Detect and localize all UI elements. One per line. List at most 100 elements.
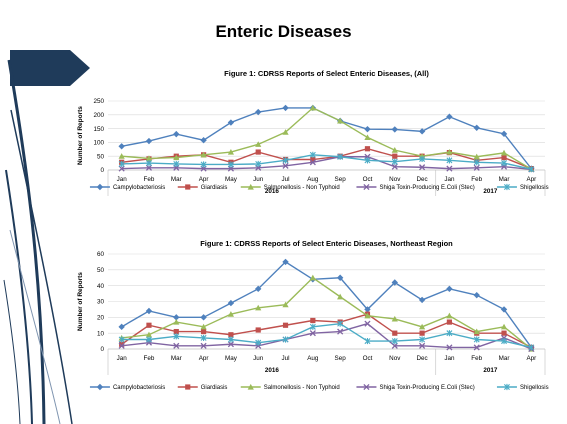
legend-marker xyxy=(96,383,104,391)
data-point xyxy=(446,319,453,325)
legend-entry: Shiga Toxin-Producing E.Coli (Stec) xyxy=(379,385,474,391)
data-point xyxy=(391,163,398,170)
data-point xyxy=(364,312,371,319)
x-tick-label: Apr xyxy=(526,355,536,362)
data-point xyxy=(418,128,426,135)
x-tick-label: Jan xyxy=(444,176,455,183)
data-point xyxy=(309,104,316,111)
data-point xyxy=(145,155,153,162)
data-point xyxy=(500,323,508,330)
data-point xyxy=(118,153,125,159)
data-point xyxy=(282,322,289,328)
data-point xyxy=(310,156,316,163)
data-point xyxy=(419,155,426,163)
series-line xyxy=(121,276,532,350)
y-tick-label: 40 xyxy=(97,283,105,290)
data-point xyxy=(200,323,207,330)
legend-marker xyxy=(247,183,254,190)
chart-northeast-region: Figure 1: CDRSS Reports of Select Enteri… xyxy=(77,240,549,391)
data-point xyxy=(501,330,507,336)
data-point xyxy=(282,129,289,135)
legend-entry: Shigellosis xyxy=(520,385,549,391)
year-label: 2017 xyxy=(483,367,498,374)
series-line xyxy=(121,322,532,350)
data-point xyxy=(391,342,398,349)
data-point xyxy=(309,330,316,337)
data-point xyxy=(473,124,480,131)
data-point xyxy=(391,147,398,153)
x-tick-label: Jan xyxy=(444,355,455,362)
series-line xyxy=(121,261,532,348)
legend-entry: Shigellosis xyxy=(520,185,549,191)
data-point xyxy=(145,307,153,315)
x-tick-label: Feb xyxy=(471,355,482,362)
data-point xyxy=(501,154,507,161)
data-point xyxy=(418,296,426,304)
y-axis-label: Number of Reports xyxy=(77,272,84,331)
data-point xyxy=(473,291,480,299)
data-point xyxy=(473,164,480,171)
data-point xyxy=(473,336,480,343)
data-point xyxy=(391,279,398,286)
x-tick-label: Sep xyxy=(335,176,347,183)
x-tick-label: May xyxy=(225,355,238,362)
data-point xyxy=(364,134,371,141)
data-point xyxy=(419,342,426,349)
x-tick-label: May xyxy=(225,176,238,183)
x-tick-label: Jan xyxy=(117,176,128,183)
data-point xyxy=(255,149,261,155)
x-tick-label: Jun xyxy=(253,355,264,362)
data-point xyxy=(227,336,234,343)
data-point xyxy=(337,293,344,300)
data-point xyxy=(282,104,289,112)
data-point xyxy=(446,285,453,293)
data-point xyxy=(391,158,398,165)
data-point xyxy=(173,154,180,161)
decorative-curve-4 xyxy=(9,229,61,424)
y-tick-label: 60 xyxy=(97,251,105,258)
legend-entry: Giardiasis xyxy=(201,385,228,391)
data-point xyxy=(255,304,262,311)
data-point xyxy=(200,334,207,342)
data-point xyxy=(446,148,453,155)
y-axis-label: Number of Reports xyxy=(77,106,84,165)
data-point xyxy=(227,299,235,307)
data-point xyxy=(227,311,235,317)
data-point xyxy=(118,165,125,172)
legend-marker xyxy=(503,383,510,391)
x-tick-label: Dec xyxy=(416,176,427,183)
legend-entry: Salmonellosis - Non Typhoid xyxy=(264,185,340,191)
data-point xyxy=(446,312,453,319)
data-point xyxy=(336,274,344,281)
data-point xyxy=(119,341,125,347)
data-point xyxy=(337,153,344,160)
data-point xyxy=(309,159,316,166)
data-point xyxy=(309,151,316,158)
legend-marker xyxy=(503,183,510,191)
y-tick-label: 250 xyxy=(93,98,104,105)
data-point xyxy=(173,314,180,321)
data-point xyxy=(446,157,453,164)
data-point xyxy=(282,162,289,169)
data-point xyxy=(500,130,508,138)
x-tick-label: Aug xyxy=(307,176,319,183)
data-point xyxy=(501,160,508,167)
data-point xyxy=(391,337,398,345)
data-point xyxy=(282,301,289,308)
x-tick-label: Aug xyxy=(307,355,319,362)
x-tick-label: Mar xyxy=(171,176,182,183)
legend-entry: Campylobacteriosis xyxy=(113,185,165,191)
data-point xyxy=(255,327,261,333)
y-tick-label: 0 xyxy=(100,167,104,174)
data-point xyxy=(200,342,207,349)
year-label: 2017 xyxy=(483,188,498,195)
legend-entry: Giardiasis xyxy=(201,185,228,191)
data-point xyxy=(173,160,180,168)
y-tick-label: 200 xyxy=(93,112,104,119)
data-point xyxy=(146,322,152,328)
data-point xyxy=(118,160,125,168)
x-tick-label: Apr xyxy=(199,355,209,362)
data-point xyxy=(500,306,508,313)
data-point xyxy=(500,149,508,156)
